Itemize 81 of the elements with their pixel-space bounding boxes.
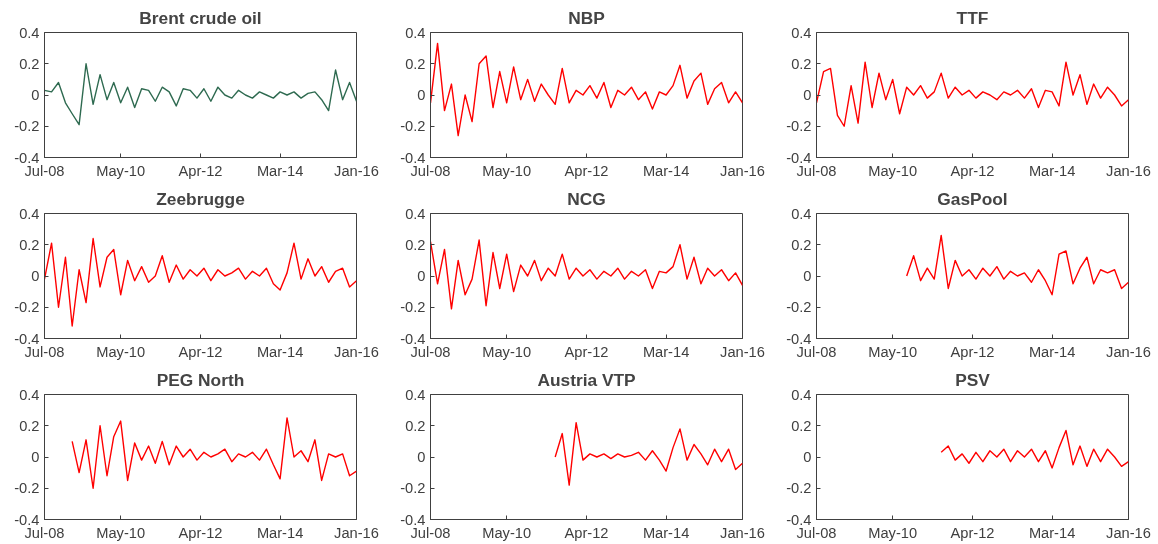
chart-title: PEG North [156,369,245,390]
x-tick-label: Jan-16 [334,524,379,541]
y-tick-label: 0 [417,87,426,103]
y-tick-label: -0.2 [400,299,426,316]
x-tick-label: Apr-12 [564,524,609,541]
y-tick-label: 0 [31,449,40,465]
x-tick-label: May-10 [868,162,918,179]
x-tick-label: Apr-12 [564,162,609,179]
y-tick-label: -0.2 [14,118,40,135]
y-tick-label: 0.2 [19,55,40,72]
chart-title: NCG [567,188,606,209]
y-tick-label: 0.4 [405,386,426,403]
x-tick-label: Mar-14 [1028,524,1076,541]
x-tick-label: Mar-14 [1028,162,1076,179]
x-tick-label: Jan-16 [720,162,765,179]
y-tick-label: 0.4 [405,205,426,222]
chart-title: GasPool [937,188,1008,209]
y-tick-label: 0.2 [19,236,40,253]
x-tick-label: Mar-14 [642,524,690,541]
x-tick-label: Mar-14 [642,162,690,179]
y-tick-label: 0.2 [791,236,812,253]
y-tick-label: -0.2 [14,299,40,316]
y-tick-label: 0 [31,268,40,284]
y-tick-label: 0.4 [405,24,426,41]
x-tick-label: Mar-14 [1028,343,1076,360]
x-tick-label: May-10 [96,162,146,179]
y-tick-label: -0.2 [400,118,426,135]
y-tick-label: 0 [803,449,812,465]
x-tick-label: Apr-12 [178,343,223,360]
y-tick-label: 0 [803,87,812,103]
y-tick-label: 0.2 [19,417,40,434]
y-tick-label: 0.2 [405,417,426,434]
y-tick-label: 0 [417,449,426,465]
y-tick-label: 0.4 [791,386,812,403]
x-tick-label: Apr-12 [178,524,223,541]
y-tick-label: 0.4 [19,205,40,222]
x-tick-label: Jan-16 [334,162,379,179]
x-tick-label: May-10 [96,343,146,360]
y-tick-label: 0.4 [19,24,40,41]
y-tick-label: -0.2 [786,299,812,316]
x-tick-label: Mar-14 [642,343,690,360]
x-tick-label: Mar-14 [256,343,304,360]
x-tick-label: Apr-12 [564,343,609,360]
y-tick-label: 0.4 [19,386,40,403]
y-tick-label: 0.2 [791,417,812,434]
chart-title: PSV [955,369,991,390]
x-tick-label: May-10 [868,524,918,541]
chart-title: NBP [568,7,605,28]
x-tick-label: Jan-16 [334,343,379,360]
y-tick-label: 0.4 [791,205,812,222]
chart-title: Brent crude oil [139,7,262,28]
x-tick-label: May-10 [96,524,146,541]
y-tick-label: 0.2 [791,55,812,72]
y-tick-label: -0.2 [786,118,812,135]
y-tick-label: 0.2 [405,236,426,253]
chart-title: Zeebrugge [156,188,246,209]
x-tick-label: May-10 [482,524,532,541]
x-tick-label: May-10 [482,343,532,360]
chart-title: TTF [956,7,989,28]
y-tick-label: -0.2 [14,480,40,497]
y-tick-label: -0.2 [400,480,426,497]
x-tick-label: Jan-16 [1106,524,1151,541]
x-tick-label: Apr-12 [950,343,995,360]
x-tick-label: Jan-16 [720,524,765,541]
x-tick-label: May-10 [482,162,532,179]
y-tick-label: 0 [417,268,426,284]
x-tick-label: Apr-12 [950,162,995,179]
chart-title: Austria VTP [537,369,636,390]
y-tick-label: 0 [803,268,812,284]
y-tick-label: -0.2 [786,480,812,497]
x-tick-label: Jan-16 [1106,162,1151,179]
x-tick-label: Apr-12 [178,162,223,179]
y-tick-label: 0.2 [405,55,426,72]
x-tick-label: Jan-16 [720,343,765,360]
y-tick-label: 0 [31,87,40,103]
x-tick-label: Jan-16 [1106,343,1151,360]
x-tick-label: May-10 [868,343,918,360]
x-tick-label: Mar-14 [256,162,304,179]
x-tick-label: Mar-14 [256,524,304,541]
y-tick-label: 0.4 [791,24,812,41]
x-tick-label: Apr-12 [950,524,995,541]
